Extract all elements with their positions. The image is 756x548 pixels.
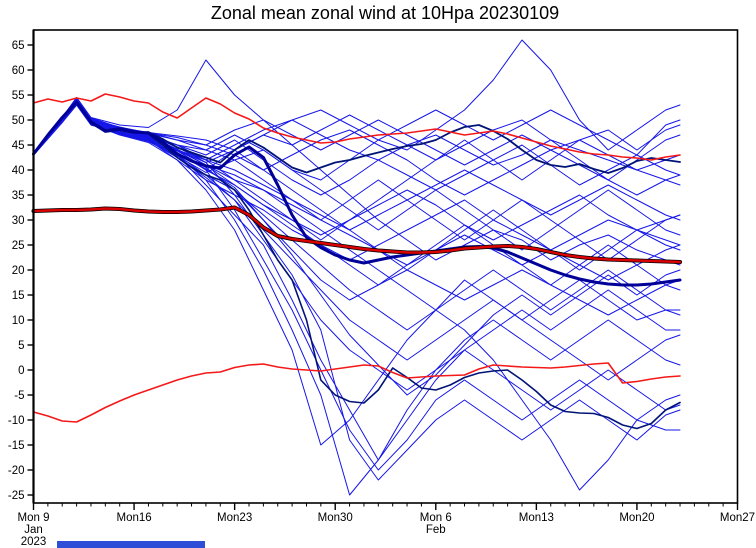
y-tick-label: 15 — [12, 290, 25, 302]
ensemble-mean-line — [32, 100, 682, 287]
ensemble-member-line — [33, 103, 681, 381]
x-tick-label: Mon30 — [318, 512, 353, 524]
x-tick-sublabel: Feb — [426, 524, 446, 536]
plot-frame-layer — [32, 29, 739, 504]
plot-series-layer — [31, 39, 682, 496]
y-tick-label: -15 — [8, 440, 25, 452]
ensemble-member-line — [33, 97, 681, 471]
control-low-line — [32, 100, 681, 430]
y-tick-label: -5 — [14, 390, 24, 402]
ensemble-member-line — [33, 99, 681, 196]
x-tick-label: Mon16 — [116, 512, 151, 524]
climatology-line — [32, 206, 682, 264]
ensemble-member-line — [33, 104, 681, 446]
y-tick-label: 25 — [12, 240, 25, 252]
ensemble-member-line — [33, 99, 681, 496]
x-tick-label: Mon 9 — [18, 512, 50, 524]
ensemble-member-line — [33, 102, 681, 181]
y-tick-label: 30 — [12, 215, 25, 227]
ensemble-member-line — [33, 104, 681, 261]
y-tick-label: 40 — [12, 165, 25, 177]
y-tick-label: 60 — [12, 65, 25, 77]
y-tick-label: -25 — [8, 490, 25, 502]
x-tick-label: Mon27 — [720, 512, 755, 524]
y-tick-label: -10 — [8, 415, 25, 427]
y-tick-label: 0 — [18, 365, 24, 377]
y-tick-label: 65 — [12, 40, 25, 52]
y-tick-label: -20 — [8, 465, 25, 477]
ensemble-member-line — [33, 39, 681, 181]
y-tick-label: 10 — [12, 315, 25, 327]
y-tick-label: 50 — [12, 115, 25, 127]
x-tick-label: Mon20 — [619, 512, 654, 524]
ensemble-member-line — [33, 100, 681, 196]
y-tick-label: 55 — [12, 90, 25, 102]
ensemble-member-line — [33, 98, 681, 241]
x-tick-label: Mon23 — [217, 512, 252, 524]
x-tick-sublabel: Jan — [24, 524, 43, 536]
x-tick-sublabel: 2023 — [21, 536, 47, 548]
ensemble-member-line — [33, 59, 681, 266]
ensemble-member-line — [33, 102, 681, 461]
x-tick-label: Mon 6 — [420, 512, 452, 524]
y-tick-label: 35 — [12, 190, 25, 202]
chart-title: Zonal mean zonal wind at 10Hpa 20230109 — [211, 3, 559, 23]
ensemble-member-line — [33, 104, 681, 186]
upper-percentile-line — [32, 93, 681, 161]
y-tick-label: 20 — [12, 265, 25, 277]
lower-percentile-line — [32, 362, 681, 423]
plot-ticks-layer: -25 -20 -15 -10 -5 0 5 10 15 20 25 30 35 40 45 50 55 60 65… — [8, 40, 755, 548]
footer-blue-bar — [57, 541, 205, 548]
y-tick-label: 5 — [18, 340, 24, 352]
ensemble-member-line — [33, 103, 681, 396]
x-tick-label: Mon13 — [519, 512, 554, 524]
y-tick-label: 45 — [12, 140, 25, 152]
ensemble-member-line — [33, 99, 681, 241]
ensemble-member-line — [33, 99, 681, 196]
